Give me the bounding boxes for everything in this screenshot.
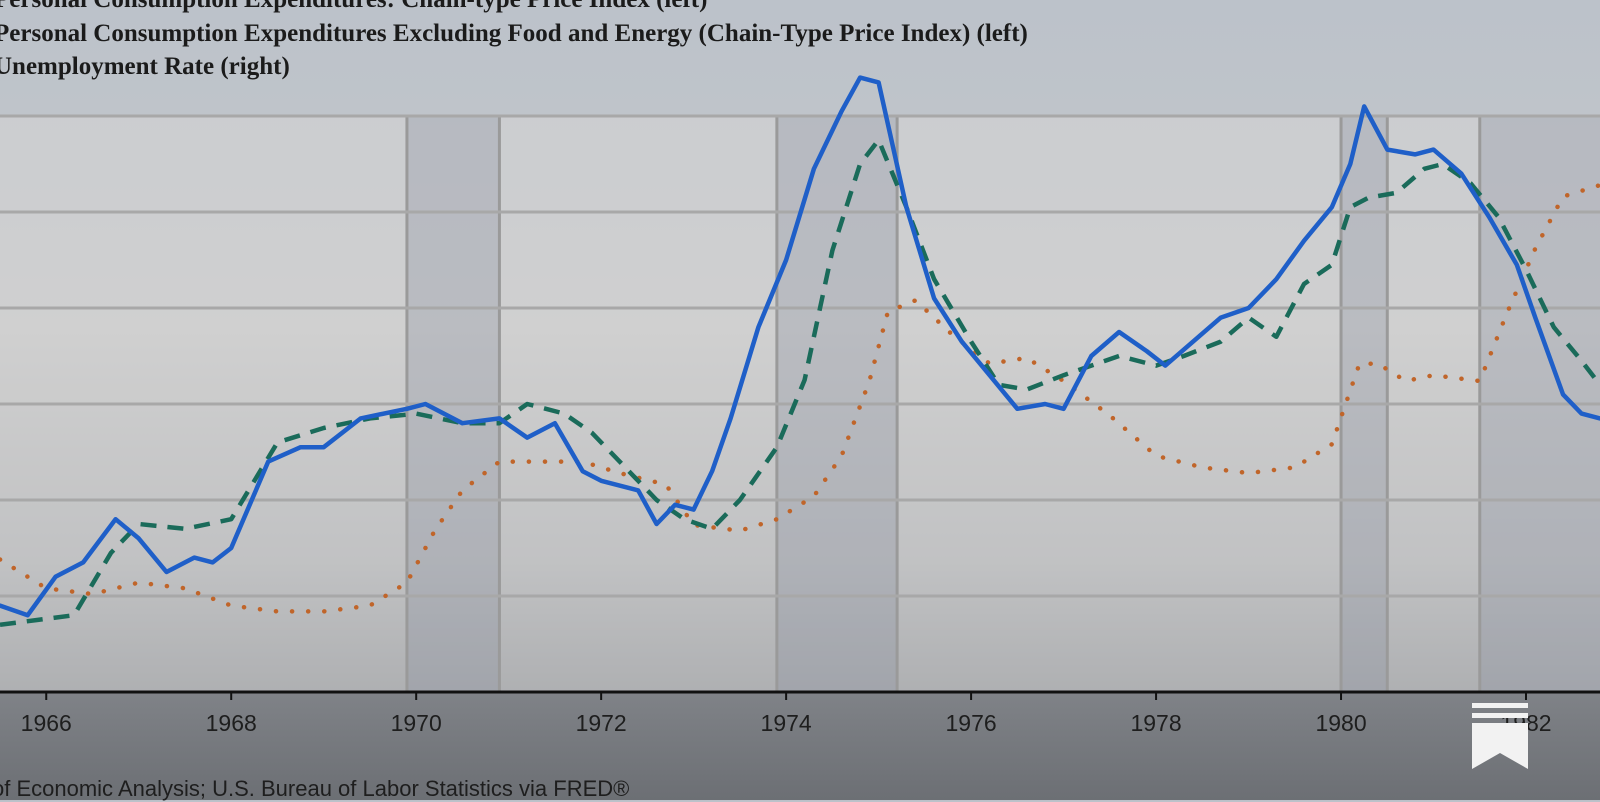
legend-entry-unemployment: Unemployment Rate (right) xyxy=(0,53,290,80)
x-tick-label-1972: 1972 xyxy=(576,710,627,736)
x-tick-label-1966: 1966 xyxy=(21,710,72,736)
x-tick-label-1978: 1978 xyxy=(1130,710,1181,736)
grid-lines xyxy=(0,114,1600,598)
series-line-dashed xyxy=(0,137,1600,628)
x-tick-label-1976: 1976 xyxy=(946,710,997,736)
legend-entry-core-pce: Personal Consumption Expenditures Exclud… xyxy=(0,20,1028,47)
x-tick-label-1968: 1968 xyxy=(206,710,257,736)
x-tick-label-1974: 1974 xyxy=(761,710,812,736)
series-line-solid xyxy=(0,75,1600,618)
legend-entry-pce: Personal Consumption Expenditures: Chain… xyxy=(0,0,707,14)
bookmark-icon[interactable] xyxy=(1472,703,1528,769)
source-note: of Economic Analysis; U.S. Bureau of Lab… xyxy=(0,776,630,801)
x-axis-ticks: 196619681970197219741976197819801982 xyxy=(21,692,1552,736)
x-tick-label-1970: 1970 xyxy=(391,710,442,736)
x-tick-label-1980: 1980 xyxy=(1315,710,1366,736)
series-lines xyxy=(0,75,1600,628)
